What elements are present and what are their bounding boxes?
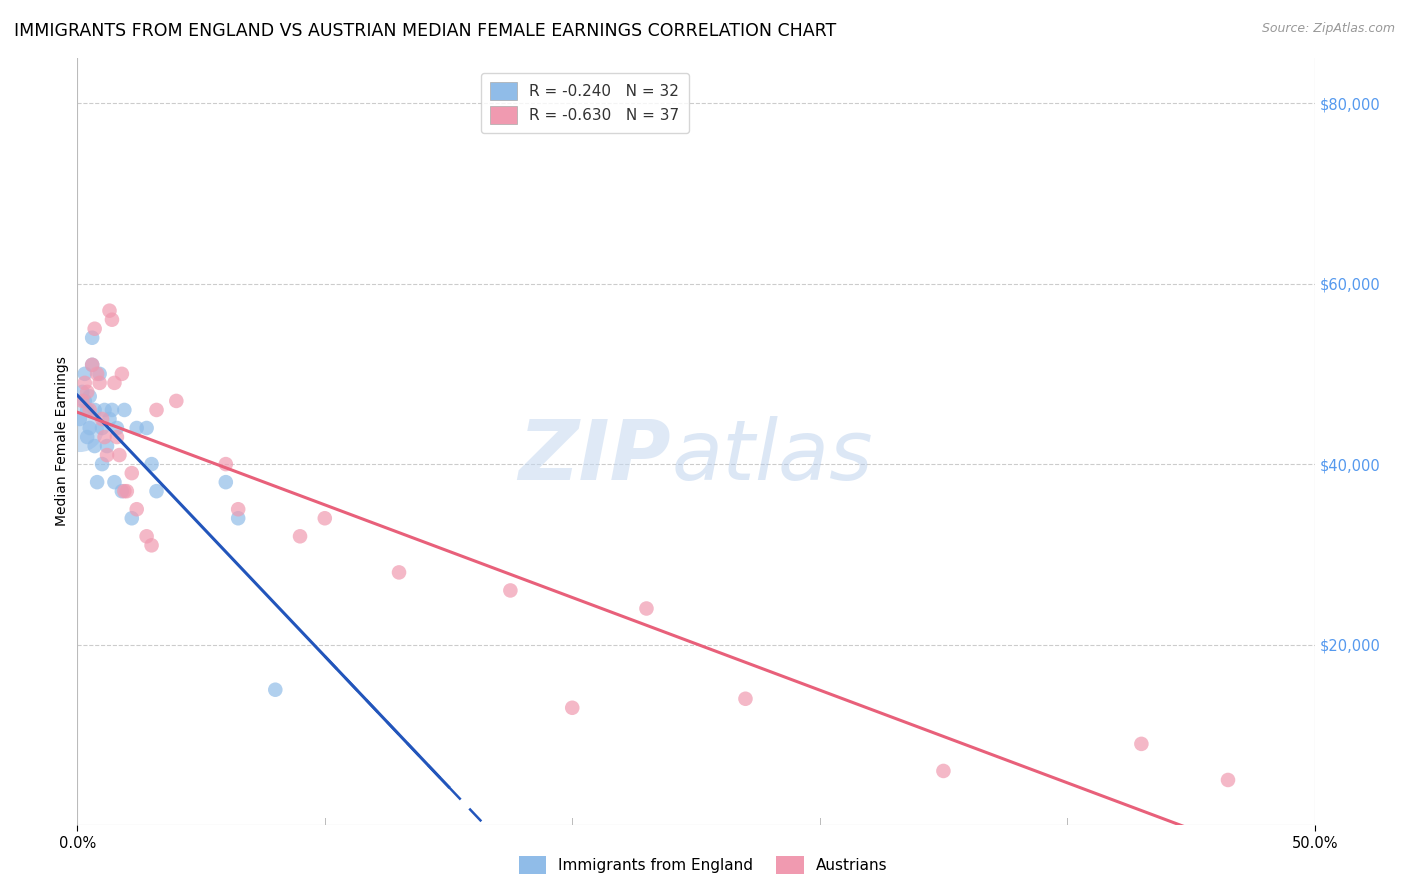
Point xyxy=(83,439,105,453)
Point xyxy=(101,312,124,326)
Point xyxy=(112,403,135,417)
Point xyxy=(125,421,148,435)
Point xyxy=(103,475,125,490)
Point xyxy=(91,412,114,426)
Point xyxy=(111,367,134,381)
Point xyxy=(1130,737,1153,751)
Point xyxy=(69,412,91,426)
Point xyxy=(121,511,143,525)
Point xyxy=(79,421,101,435)
Text: ZIP: ZIP xyxy=(519,417,671,498)
Point xyxy=(76,403,98,417)
Point xyxy=(135,421,157,435)
Point xyxy=(288,529,311,543)
Point xyxy=(79,403,101,417)
Point xyxy=(91,457,114,471)
Point xyxy=(135,529,157,543)
Legend: R = -0.240   N = 32, R = -0.630   N = 37: R = -0.240 N = 32, R = -0.630 N = 37 xyxy=(481,73,689,133)
Y-axis label: Median Female Earnings: Median Female Earnings xyxy=(55,357,69,526)
Point xyxy=(86,367,108,381)
Point xyxy=(264,682,287,697)
Point xyxy=(105,421,128,435)
Point xyxy=(96,448,118,462)
Point xyxy=(83,403,105,417)
Point xyxy=(145,403,167,417)
Point xyxy=(86,475,108,490)
Point xyxy=(105,430,128,444)
Point xyxy=(69,421,91,435)
Point xyxy=(636,601,658,615)
Point xyxy=(101,403,124,417)
Point xyxy=(73,393,96,408)
Point xyxy=(145,484,167,499)
Point xyxy=(76,430,98,444)
Point xyxy=(93,430,115,444)
Point xyxy=(125,502,148,516)
Point xyxy=(734,691,756,706)
Point xyxy=(82,358,104,372)
Point xyxy=(73,376,96,390)
Point xyxy=(89,376,111,390)
Text: Source: ZipAtlas.com: Source: ZipAtlas.com xyxy=(1261,22,1395,36)
Point xyxy=(1216,772,1239,787)
Point xyxy=(96,439,118,453)
Point xyxy=(215,475,238,490)
Point xyxy=(141,538,163,552)
Point xyxy=(82,331,104,345)
Point xyxy=(83,322,105,336)
Point xyxy=(98,303,121,318)
Point xyxy=(226,502,249,516)
Point xyxy=(108,448,131,462)
Point xyxy=(561,700,583,714)
Point xyxy=(165,393,187,408)
Point xyxy=(82,358,104,372)
Text: atlas: atlas xyxy=(671,417,873,498)
Point xyxy=(103,376,125,390)
Point xyxy=(226,511,249,525)
Point xyxy=(79,389,101,403)
Point xyxy=(388,566,411,580)
Point xyxy=(93,403,115,417)
Point xyxy=(215,457,238,471)
Legend: Immigrants from England, Austrians: Immigrants from England, Austrians xyxy=(512,850,894,880)
Point xyxy=(72,393,94,408)
Point xyxy=(111,484,134,499)
Point xyxy=(141,457,163,471)
Point xyxy=(73,367,96,381)
Point xyxy=(72,384,94,399)
Point xyxy=(112,484,135,499)
Point xyxy=(115,484,138,499)
Point xyxy=(314,511,336,525)
Point xyxy=(98,412,121,426)
Point xyxy=(76,384,98,399)
Point xyxy=(121,466,143,480)
Point xyxy=(499,583,522,598)
Point xyxy=(91,421,114,435)
Text: IMMIGRANTS FROM ENGLAND VS AUSTRIAN MEDIAN FEMALE EARNINGS CORRELATION CHART: IMMIGRANTS FROM ENGLAND VS AUSTRIAN MEDI… xyxy=(14,22,837,40)
Point xyxy=(932,764,955,778)
Point xyxy=(89,367,111,381)
